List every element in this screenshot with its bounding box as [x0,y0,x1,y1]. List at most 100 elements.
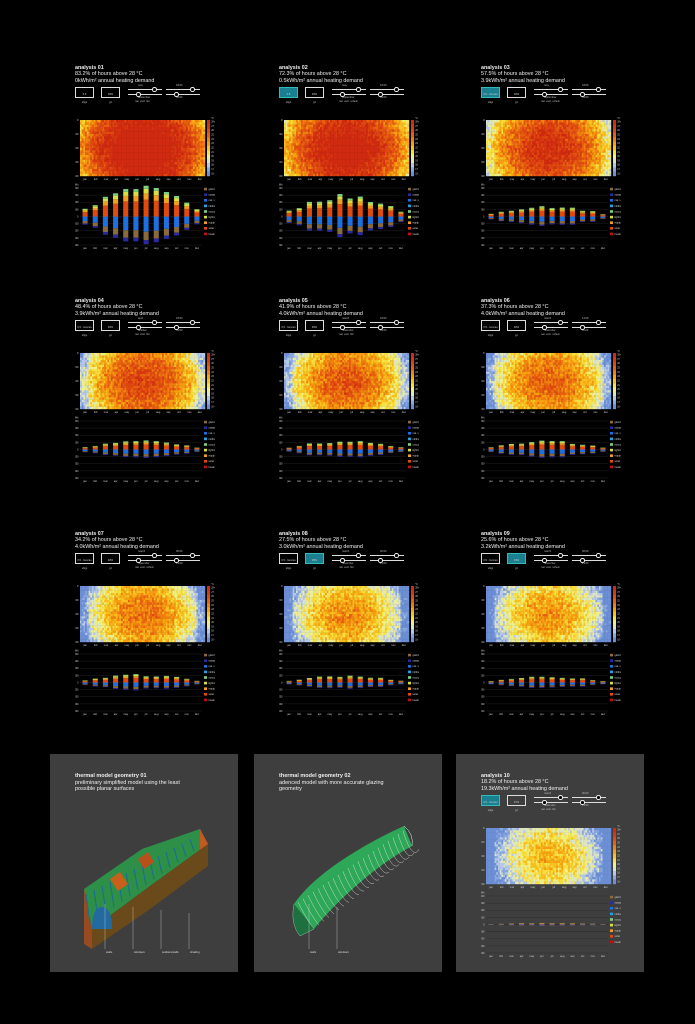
heatmap-cell [145,159,147,163]
heatmap-cell [398,143,401,146]
heatmap-cell [98,141,101,144]
heatmap-cell [138,152,141,156]
schedule-slider[interactable] [534,92,568,97]
heatmap-cell [391,155,394,158]
heatmap-cell [376,169,379,172]
parameter-box[interactable]: 0.5 - louvres [481,87,500,98]
heatmap-cell [386,148,389,151]
heatmap-cell [175,131,178,135]
heatmap-cell [284,166,286,170]
heatmap-cell [376,141,379,144]
heatmap-cell [489,138,492,142]
heatmap-cell [330,134,333,137]
heatmap-cell [369,152,372,156]
heatmap-cell [292,171,295,174]
heatmap-cell [556,131,559,135]
heatmap-cell [403,150,406,153]
slider-knob[interactable] [596,87,601,92]
schedule-slider[interactable] [166,92,200,97]
slider-knob[interactable] [136,92,141,97]
heatmap-cell [85,127,88,130]
heatmap-cell [357,122,360,125]
heatmap-cell [143,143,146,146]
colorbar-swatch [411,163,414,168]
heatmap-cell [153,162,156,165]
heatmap-cell [501,157,504,160]
heatmap-cell [398,120,401,123]
schedule-slider[interactable] [128,92,162,97]
heatmap-cell [362,166,365,170]
heatmap-cell [492,169,495,172]
heatmap-cell [133,131,135,135]
heatmap-cell [86,169,89,172]
heatmap-cell [343,157,346,160]
schedule-slider[interactable] [166,87,200,92]
schedule-slider[interactable] [332,87,366,92]
schedule-slider[interactable] [370,92,404,97]
heatmap-cell [397,124,399,128]
heatmap-cell [557,131,560,135]
parameter-box[interactable]: 48% [507,87,526,98]
heatmap-cell [102,155,105,158]
heatmap-cell [497,131,500,135]
heatmap-cell [515,152,518,156]
heatmap-cell [367,145,370,149]
heatmap-cell [557,129,560,132]
heatmap-cell [397,152,399,156]
heatmap-cell [549,157,552,160]
heatmap-cell [162,173,165,177]
heatmap-cell [506,159,509,163]
heatmap-cell [191,159,194,163]
heatmap-cell [552,143,555,146]
schedule-slider[interactable] [332,92,366,97]
heatmap-cell [504,122,507,125]
heatmap-cell [316,173,319,177]
heatmap-cell [350,145,353,149]
parameter-box[interactable]: 48% [305,87,324,98]
heatmap-cell [525,143,528,146]
parameter-box[interactable]: 0.5 [279,87,298,98]
heatmap-cell [386,129,389,132]
heatmap-cell [532,131,535,135]
heatmap-cell [148,159,151,163]
slider-knob[interactable] [542,92,547,97]
schedule-slider[interactable] [572,92,606,97]
heatmap-cell [191,148,194,151]
heatmap-cell [338,131,341,135]
slider-knob[interactable] [340,92,345,97]
heatmap-cell [189,143,192,146]
heatmap-cell [405,164,408,167]
slider-knob[interactable] [580,92,585,97]
heatmap-cell [126,122,129,125]
heatmap-cell [136,127,139,130]
schedule-slider[interactable] [128,87,162,92]
heatmap-cell [97,155,100,158]
schedule-slider[interactable] [534,87,568,92]
slider-knob[interactable] [190,87,195,92]
heatmap-cell [145,157,147,160]
parameter-box[interactable]: 48% [101,87,120,98]
slider-knob[interactable] [356,87,361,92]
slider-knob[interactable] [394,87,399,92]
heatmap-cell [395,173,398,177]
heatmap-cell [196,120,199,123]
slider-knob[interactable] [152,87,157,92]
slider-knob[interactable] [558,87,563,92]
heatmap-cell [491,169,494,172]
parameter-box[interactable]: 0.5 [75,87,94,98]
heatmap-cell [554,120,557,123]
heatmap-cell [364,162,367,165]
heatmap-cell [318,127,321,130]
slider-knob[interactable] [174,92,179,97]
bar-segment [347,206,353,217]
heatmap-cell [203,169,206,172]
heatmap-cell [127,171,130,174]
slider-knob[interactable] [378,92,383,97]
heatmap-cell [187,138,190,142]
heatmap-cell [301,162,304,165]
schedule-slider[interactable] [572,87,606,92]
heatmap-cell [328,127,331,130]
schedule-slider[interactable] [370,87,404,92]
heatmap-cell [345,169,348,172]
heatmap-cell [342,166,345,170]
